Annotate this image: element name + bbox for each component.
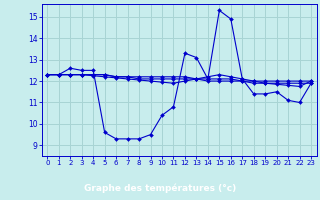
Text: Graphe des températures (°c): Graphe des températures (°c) (84, 184, 236, 193)
